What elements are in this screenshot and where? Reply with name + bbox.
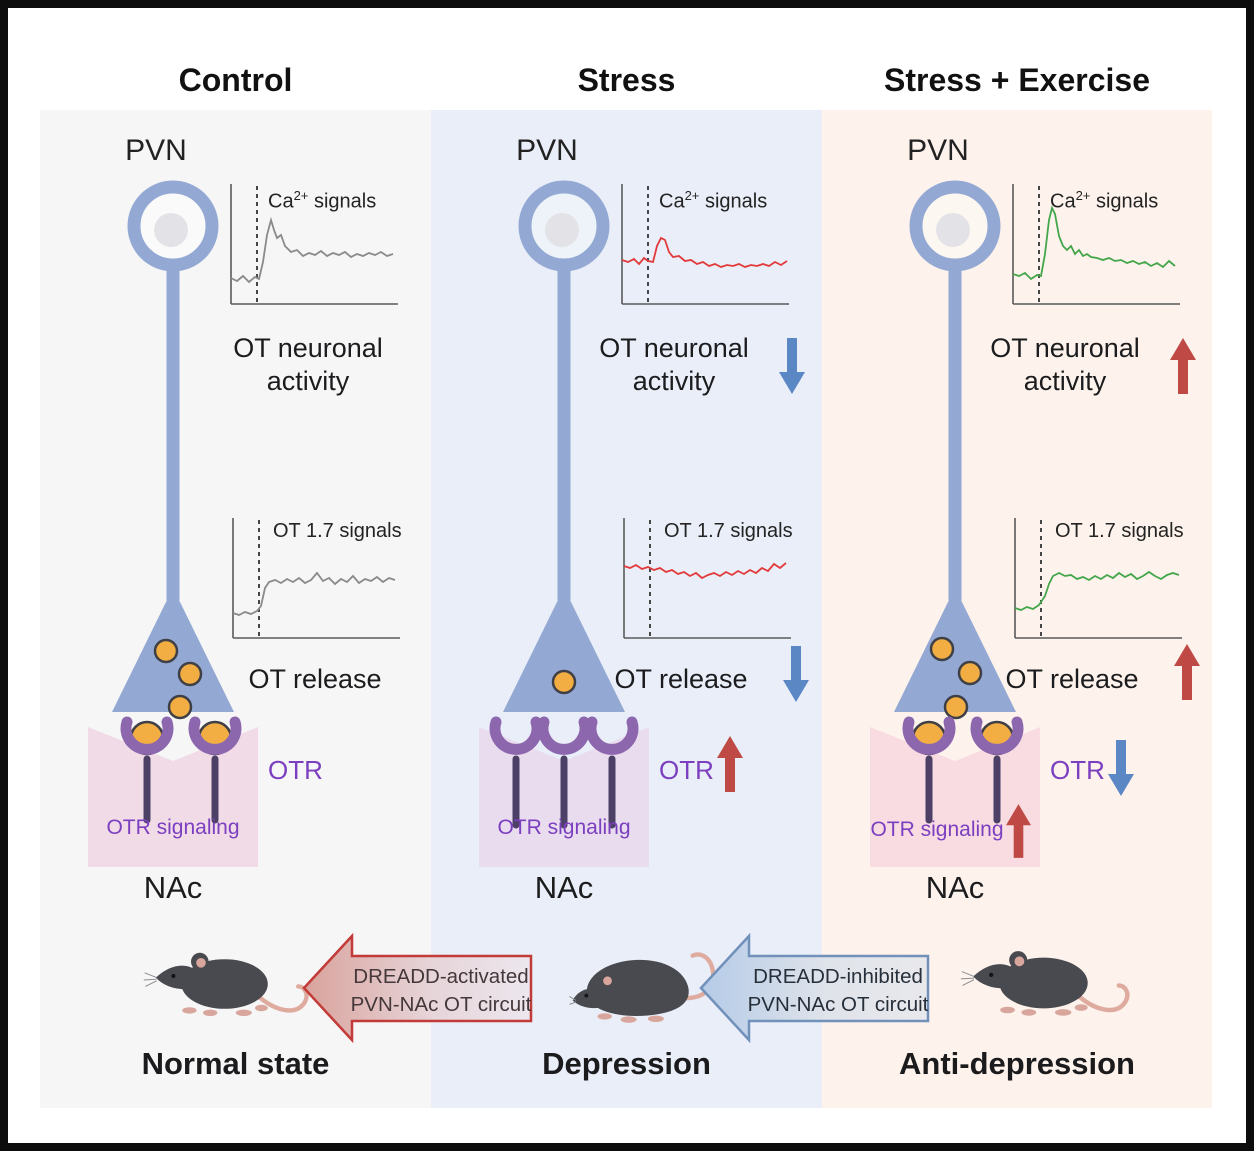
dreadd-inhibited-arrow: DREADD-inhibited PVN-NAc OT circuit: [699, 932, 930, 1044]
axon-terminal: [894, 602, 1016, 712]
otr-label: OTR: [268, 755, 323, 785]
otr-label: OTR: [659, 755, 714, 785]
nac-label: NAc: [534, 870, 594, 905]
ot17-trace: [1014, 570, 1180, 611]
ca-signals-label: Ca2+ signals: [1050, 188, 1159, 213]
otr-receptor: [188, 716, 242, 824]
dreadd-activated-arrow: DREADD-activated PVN-NAc OT circuit: [302, 932, 533, 1044]
otr-label: OTR: [1050, 755, 1105, 785]
ot-vesicle: [167, 694, 193, 720]
nac-label: NAc: [143, 870, 203, 905]
ot17-signals-label: OT 1.7 signals: [664, 520, 793, 542]
ot-vesicle: [551, 669, 577, 695]
increase-arrow-icon: [1006, 804, 1031, 858]
ca-trace: [621, 236, 788, 268]
otr-signaling-label: OTR signaling: [497, 816, 631, 839]
ot17-trace: [232, 571, 396, 616]
increase-arrow-icon: [717, 736, 743, 792]
ot-release-label: OT release: [1005, 664, 1139, 694]
otr-receptor: [120, 716, 174, 824]
ot-vesicle: [177, 661, 203, 687]
ot17-signal-chart: [623, 518, 791, 639]
ca-signal-chart: [621, 184, 789, 305]
axon-terminal: [503, 602, 625, 712]
neuron-graphic: [479, 180, 649, 867]
ot-vesicle: [153, 638, 179, 664]
decrease-arrow-icon: [1108, 740, 1134, 796]
ot-vesicle: [943, 694, 969, 720]
otr-receptor: [902, 716, 956, 824]
ot17-signals-label: OT 1.7 signals: [273, 520, 402, 542]
decrease-arrow-icon: [783, 646, 809, 702]
decrease-arrow-icon: [779, 338, 805, 394]
panel-title-stress: Stress: [577, 62, 676, 98]
ca-signals-label: Ca2+ signals: [659, 188, 768, 213]
ot-neuronal-activity-label: OT neuronal activity: [990, 333, 1140, 396]
ot17-signals-label: OT 1.7 signals: [1055, 520, 1184, 542]
mouse-normal: [950, 938, 1142, 1028]
increase-arrow-icon: [1170, 338, 1196, 394]
ot-vesicle: [957, 660, 983, 686]
ot-release-label: OT release: [248, 664, 382, 694]
ca-signal-chart: [1012, 184, 1180, 305]
ot17-signal-chart: [232, 518, 400, 639]
pvn-label: PVN: [125, 134, 187, 167]
otr-signaling-label: OTR signaling: [870, 818, 1004, 841]
otr-signaling-label: OTR signaling: [106, 816, 240, 839]
ot-vesicle: [929, 636, 955, 662]
nac-label: NAc: [925, 870, 985, 905]
neuron-graphic: [88, 180, 258, 867]
state-label: Normal state: [141, 1046, 330, 1081]
arrow-text-line2: PVN-NAc OT circuit: [748, 993, 929, 1016]
increase-arrow-icon: [1174, 644, 1200, 700]
arrow-text-line2: PVN-NAc OT circuit: [351, 993, 532, 1016]
ot-release-label: OT release: [614, 664, 748, 694]
pvn-label: PVN: [516, 134, 578, 167]
pvn-label: PVN: [907, 134, 969, 167]
state-label: Anti-depression: [899, 1046, 1135, 1081]
arrow-text-line1: DREADD-activated: [353, 965, 528, 988]
otr-receptor: [585, 716, 639, 829]
panel-title-stress-exercise: Stress + Exercise: [884, 62, 1150, 98]
arrow-text-line1: DREADD-inhibited: [753, 965, 923, 988]
state-label: Depression: [542, 1046, 711, 1081]
panel-stress: PVN Ca2+: [431, 110, 822, 1108]
ca-trace: [230, 216, 394, 284]
ca-signals-label: Ca2+ signals: [268, 188, 377, 213]
ot17-trace: [623, 562, 787, 580]
otr-receptor: [970, 716, 1024, 824]
otr-receptor: [537, 716, 591, 829]
ot-neuronal-activity-label: OT neuronal activity: [233, 333, 383, 396]
ot17-signal-chart: [1014, 518, 1182, 639]
otr-receptor: [489, 716, 543, 829]
neuron-graphic: [870, 180, 1040, 867]
mouse-normal: [132, 940, 322, 1028]
ot-neuronal-activity-label: OT neuronal activity: [599, 333, 749, 396]
panel-control: PVN Ca2+: [40, 110, 431, 1108]
ca-signal-chart: [230, 184, 398, 305]
ca-trace: [1012, 205, 1176, 281]
panel-stress-exercise: PVN Ca2+: [822, 110, 1212, 1108]
panel-title-control: Control: [178, 62, 293, 98]
